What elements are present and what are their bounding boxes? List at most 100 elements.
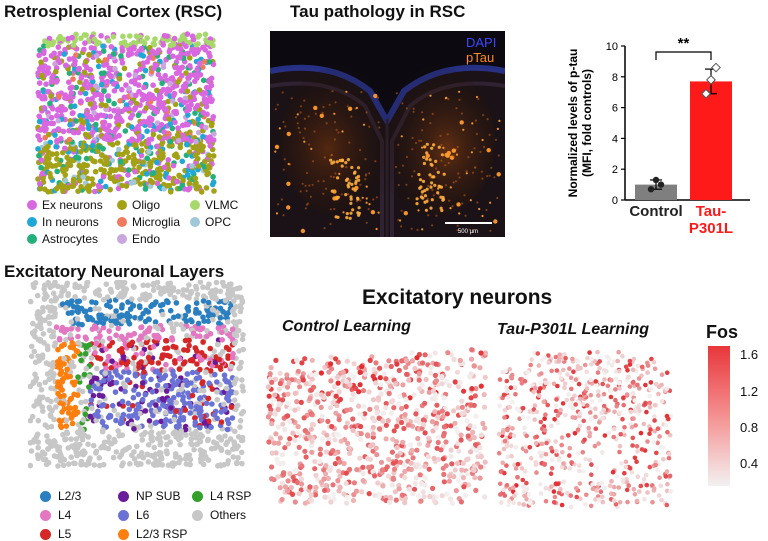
cell-dot [69,183,75,189]
fos-cell-dot [630,435,636,441]
cell-dot [53,79,60,85]
cell-dot [70,76,76,82]
cell-dot [100,43,106,49]
layer-cell-dot [32,333,38,340]
fos-cell-dot [347,466,353,472]
layer-cell-dot [96,455,103,461]
cell-dot [170,162,177,169]
fos-cell-dot [652,366,658,372]
ptau-speckle [351,208,355,212]
layer-cell-dot [89,405,95,411]
ptau-speckle [422,155,426,159]
fos-cell-dot [470,467,476,473]
fos-cell-dot [322,494,328,500]
layer-cell-dot [51,343,58,349]
fos-cell-dot [441,395,447,401]
ptau-speckle [422,161,426,166]
fos-cell-dot [334,403,340,409]
fos-cell-dot [559,464,565,470]
layer-cell-dot [55,359,61,365]
fos-cell-dot [350,416,356,422]
fos-cell-dot [399,358,405,364]
fos-cell-dot [406,377,412,383]
ptau-speckle [481,138,484,142]
layer-cell-dot [224,426,231,433]
layer-cell-dot [37,321,44,327]
cell-dot [62,46,68,53]
ptau-speckle [367,208,370,211]
cell-dot [156,134,163,140]
layer-cell-dot [104,302,110,309]
layer-cell-dot [193,375,200,382]
fos-cell-dot [585,355,590,361]
fos-cell-dot [441,479,447,485]
fos-cell-dot [500,460,505,466]
layer-cell-dot [75,321,82,327]
fos-cell-dot [332,437,338,443]
cell-dot [87,101,94,107]
cell-dot [130,152,137,158]
legend-swatch [27,234,37,244]
cell-dot [71,103,78,109]
cell-dot [104,160,111,166]
layer-cell-dot [152,451,159,457]
fos-cell-dot [543,485,549,491]
fos-cell-dot [309,439,315,445]
ptau-speckle [323,227,326,230]
cell-dot [176,172,182,179]
fos-cell-dot [411,392,417,398]
fos-cell-dot [574,494,579,500]
fos-cell-dot [596,441,601,446]
ptau-speckle [400,209,403,212]
cell-dot [105,37,112,44]
ptau-speckle [333,121,337,124]
layer-cell-dot [56,335,63,342]
layer-cell-dot [188,380,194,386]
fos-cell-dot [556,490,562,496]
cell-dot [167,121,173,127]
ptau-speckle [323,156,326,159]
ptau-speckle [277,203,280,206]
fos-cell-dot [378,459,385,465]
fos-cell-dot [443,439,449,445]
layer-cell-dot [125,318,131,325]
layer-cell-dot [106,434,112,440]
fos-cell-dot [504,482,510,488]
cell-dot [76,162,82,169]
cell-dot [110,51,117,57]
fos-cell-dot [385,418,391,424]
layer-cell-dot [74,316,81,322]
layer-cell-dot [139,380,146,386]
fos-cell-dot [325,440,331,446]
cell-dot [211,188,217,194]
cell-dot [107,186,113,193]
fos-cell-dot [652,418,657,423]
fos-cell-dot [427,493,433,500]
ptau-speckle [348,141,351,144]
layer-cell-dot [65,461,72,467]
fos-cell-dot [323,449,329,455]
layer-cell-dot [163,448,170,454]
fos-cell-dot [627,358,633,364]
layer-cell-dot [63,417,70,424]
layer-cell-dot [145,459,152,465]
layer-cell-dot [85,441,91,447]
layer-cell-dot [49,333,55,339]
fos-cell-dot [569,386,574,392]
fos-cell-dot [562,385,567,390]
fos-cell-dot [467,374,473,380]
fos-cell-dot [440,414,446,420]
cell-dot [55,118,61,124]
fos-cell-dot [325,475,331,481]
fos-cell-dot [328,354,334,360]
cell-dot [184,172,191,178]
fos-cell-dot [581,402,586,407]
fos-cell-dot [633,423,638,428]
fos-cell-dot [553,403,559,409]
fos-cell-dot [570,405,576,411]
layer-cell-dot [164,345,171,351]
fos-cell-dot [394,453,400,459]
significance-label: ** [678,35,690,52]
fos-cell-dot [554,452,559,457]
ptau-speckle [286,131,291,137]
